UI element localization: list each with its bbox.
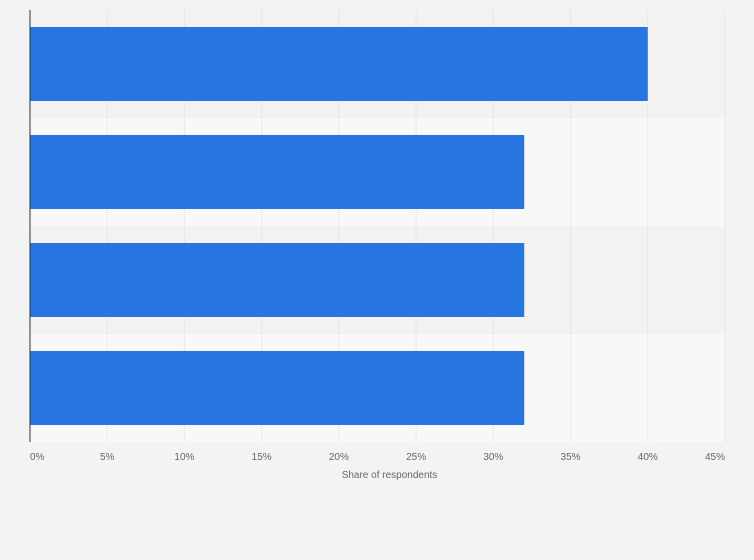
bar[interactable] bbox=[30, 27, 648, 101]
bars bbox=[30, 27, 648, 425]
x-tick-label: 40% bbox=[638, 452, 658, 463]
x-tick-label: 25% bbox=[406, 452, 426, 463]
bar[interactable] bbox=[30, 243, 525, 317]
x-tick-label: 5% bbox=[100, 452, 115, 463]
x-tick-label: 20% bbox=[329, 452, 349, 463]
bar[interactable] bbox=[30, 351, 525, 425]
x-tick-label: 15% bbox=[252, 452, 272, 463]
x-tick-label: 35% bbox=[561, 452, 581, 463]
bar[interactable] bbox=[30, 135, 525, 209]
x-tick-label: 10% bbox=[174, 452, 194, 463]
x-axis-title: Share of respondents bbox=[342, 470, 438, 481]
x-axis-ticks: 0% 5% 10% 15% 20% 25% 30% 35% 40% 45% bbox=[30, 452, 725, 463]
x-tick-label: 0% bbox=[30, 452, 45, 463]
x-tick-label: 30% bbox=[483, 452, 503, 463]
x-tick-label: 45% bbox=[705, 452, 725, 463]
